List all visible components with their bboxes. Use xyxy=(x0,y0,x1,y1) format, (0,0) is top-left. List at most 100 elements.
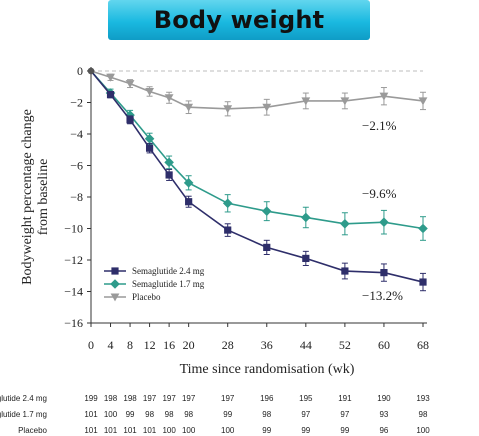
risk-count: 98 xyxy=(184,410,193,419)
data-point xyxy=(145,144,154,152)
y-tick-label: −14 xyxy=(64,285,83,299)
risk-row-label: Semaglutide 1.7 mg xyxy=(0,410,47,419)
risk-count: 101 xyxy=(84,426,98,435)
x-tick-label: 4 xyxy=(108,338,114,352)
risk-count: 196 xyxy=(260,394,274,403)
data-point xyxy=(419,278,427,286)
data-point xyxy=(302,254,310,263)
risk-count: 100 xyxy=(221,426,235,435)
data-point xyxy=(340,218,350,229)
risk-count: 96 xyxy=(379,426,388,435)
risk-count: 197 xyxy=(143,394,157,403)
risk-count: 197 xyxy=(162,394,176,403)
y-tick-label: −4 xyxy=(70,127,83,141)
series-placebo xyxy=(87,67,428,117)
legend-marker xyxy=(110,293,120,302)
risk-count: 97 xyxy=(340,410,349,419)
legend-label: Placebo xyxy=(132,292,161,302)
risk-count: 198 xyxy=(123,394,137,403)
y-tick-label: −6 xyxy=(70,159,83,173)
risk-count: 99 xyxy=(340,426,349,435)
x-tick-label: 0 xyxy=(88,338,94,352)
data-point xyxy=(418,223,428,234)
risk-count: 101 xyxy=(104,426,118,435)
data-point xyxy=(126,116,134,124)
y-axis-title: Bodyweight percentage changefrom baselin… xyxy=(20,109,51,285)
baseline-point xyxy=(87,67,95,75)
risk-count: 98 xyxy=(419,410,428,419)
x-tick-label: 8 xyxy=(127,338,133,352)
data-point xyxy=(106,91,115,99)
risk-count: 199 xyxy=(84,394,98,403)
legend-marker xyxy=(111,267,119,275)
risk-count: 197 xyxy=(182,394,196,403)
x-tick-label: 44 xyxy=(300,338,312,352)
y-tick-label: −10 xyxy=(64,222,83,236)
x-tick-label: 28 xyxy=(222,338,234,352)
risk-count: 98 xyxy=(262,410,271,419)
risk-count: 99 xyxy=(223,410,232,419)
risk-count: 100 xyxy=(182,426,196,435)
end-value-annotation: −9.6% xyxy=(362,186,397,201)
risk-count: 97 xyxy=(301,410,310,419)
x-tick-label: 36 xyxy=(261,338,273,352)
series-line-semaglutide-2-4-mg xyxy=(90,70,424,283)
risk-count: 198 xyxy=(104,394,118,403)
series-line-semaglutide-1-7-mg xyxy=(90,70,424,230)
x-tick-label: 12 xyxy=(144,338,156,352)
x-tick-label: 60 xyxy=(378,338,390,352)
risk-count: 101 xyxy=(123,426,137,435)
risk-count: 100 xyxy=(416,426,430,435)
data-point xyxy=(341,267,349,275)
legend-label: Semaglutide 2.4 mg xyxy=(132,266,205,276)
data-point xyxy=(106,73,115,82)
series-semaglutide-1-7-mg xyxy=(87,67,428,241)
x-tick-label: 52 xyxy=(339,338,351,352)
data-point xyxy=(379,92,389,101)
data-point xyxy=(379,217,389,227)
data-point xyxy=(164,157,174,168)
data-point xyxy=(340,97,350,106)
y-tick-label: 0 xyxy=(77,64,83,78)
end-value-annotation: −13.2% xyxy=(362,288,403,303)
data-point xyxy=(301,97,311,106)
risk-count: 101 xyxy=(143,426,157,435)
risk-count: 99 xyxy=(126,410,135,419)
y-tick-label: −2 xyxy=(70,96,83,110)
series-line-placebo xyxy=(90,70,424,110)
risk-count: 101 xyxy=(84,410,98,419)
risk-count: 191 xyxy=(338,394,352,403)
data-point xyxy=(183,178,194,188)
x-axis-title: Time since randomisation (wk) xyxy=(180,362,355,377)
data-point xyxy=(263,243,271,251)
data-point xyxy=(125,80,135,88)
risk-row-label: Semaglutide 2.4 mg xyxy=(0,394,47,403)
data-point xyxy=(223,105,233,114)
risk-count: 98 xyxy=(145,410,154,419)
series-semaglutide-2-4-mg xyxy=(87,67,427,292)
risk-count: 190 xyxy=(377,394,391,403)
legend-label: Semaglutide 1.7 mg xyxy=(132,279,205,289)
data-point xyxy=(145,87,154,96)
risk-count: 197 xyxy=(221,394,235,403)
chart-title: Body weight xyxy=(153,6,325,34)
risk-count: 193 xyxy=(416,394,430,403)
risk-row-label: Placebo xyxy=(18,426,47,435)
data-point xyxy=(261,206,272,216)
x-tick-label: 16 xyxy=(163,338,175,352)
data-point xyxy=(262,103,272,112)
y-tick-label: −16 xyxy=(64,316,83,330)
legend-marker xyxy=(110,279,120,289)
data-point xyxy=(144,133,155,144)
risk-count: 99 xyxy=(301,426,310,435)
risk-count: 100 xyxy=(162,426,176,435)
end-value-annotation: −2.1% xyxy=(362,118,397,133)
data-point xyxy=(301,212,311,223)
y-tick-label: −12 xyxy=(64,253,83,267)
data-point xyxy=(165,171,173,179)
data-point xyxy=(184,103,194,112)
title-banner: Body weight xyxy=(108,0,370,40)
risk-count: 195 xyxy=(299,394,313,403)
risk-count: 100 xyxy=(104,410,118,419)
